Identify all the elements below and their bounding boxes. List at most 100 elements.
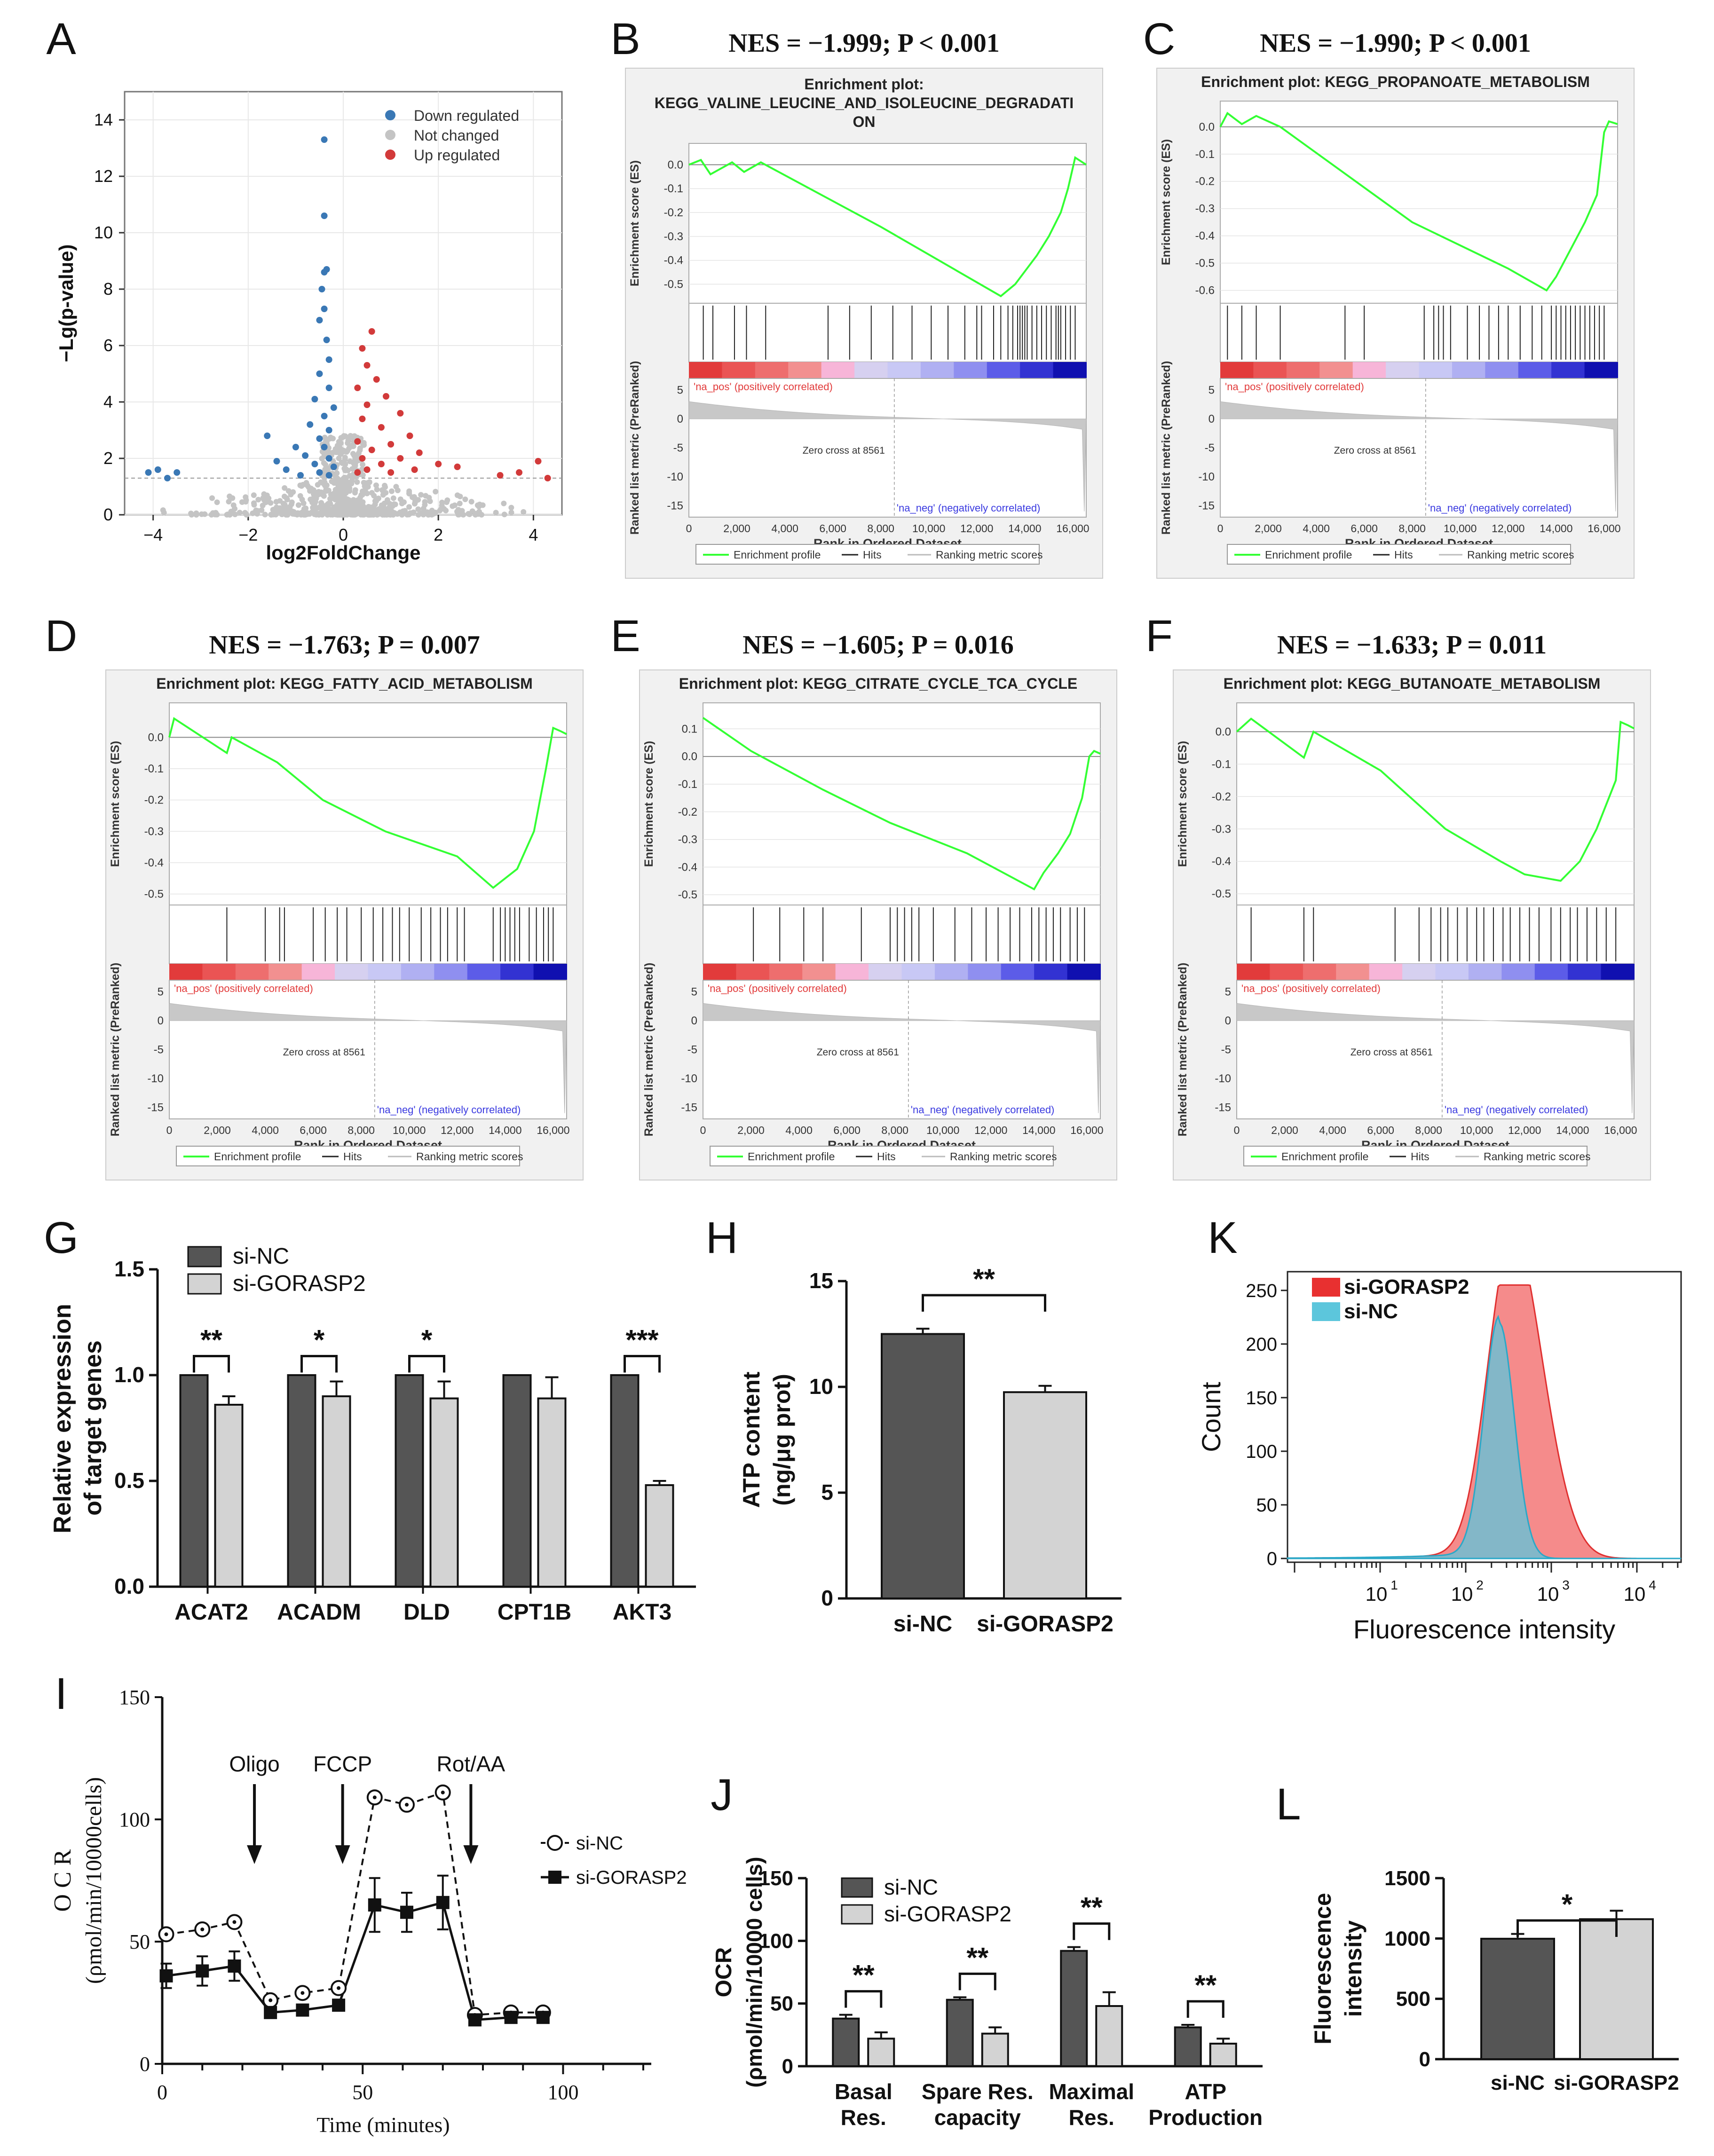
- category-label: Maximal: [1049, 2079, 1134, 2104]
- legend-label: si-NC: [233, 1244, 289, 1269]
- rank-axis-title: Ranked list metric (PreRanked): [1160, 361, 1173, 535]
- down-point: [321, 136, 328, 143]
- line-si-GORASP2: [166, 1901, 543, 2022]
- legend-label: si-NC: [1344, 1300, 1398, 1323]
- y-tick-label: 200: [1246, 1334, 1277, 1355]
- rank-colorbar-segment: [1534, 964, 1569, 980]
- y-tick-label: 0: [1419, 2048, 1430, 2071]
- up-point: [363, 362, 371, 369]
- x-tick-label: 0: [157, 2081, 167, 2104]
- category-label: Spare Res.: [922, 2079, 1034, 2104]
- down-point: [325, 455, 332, 462]
- up-point: [382, 393, 389, 400]
- rank-colorbar-segment: [968, 964, 1002, 980]
- notchanged-point: [334, 492, 340, 498]
- rank-colorbar-segment: [1020, 362, 1054, 378]
- es-tick-label: 0.0: [1199, 121, 1215, 134]
- notchanged-point: [277, 505, 283, 511]
- gsea-legend-box: [176, 1146, 520, 1166]
- point-si-NC-center: [337, 1986, 341, 1990]
- notchanged-point: [343, 466, 349, 472]
- legend-marker: [385, 130, 395, 140]
- panel-letter-K: K: [1208, 1213, 1237, 1263]
- notchanged-point: [237, 510, 243, 516]
- notchanged-point: [295, 502, 301, 508]
- significance-label: **: [973, 1263, 995, 1295]
- down-point: [264, 433, 271, 439]
- enrichment-profile-line: [168, 717, 567, 889]
- down-point: [330, 404, 337, 411]
- notchanged-point: [342, 456, 348, 463]
- es-tick-label: -0.3: [1195, 203, 1215, 215]
- es-tick-label: -0.1: [1212, 758, 1231, 771]
- notchanged-point: [341, 448, 348, 454]
- down-point: [154, 466, 161, 473]
- legend-swatch-si-GORASP2: [841, 1904, 873, 1925]
- up-point: [406, 433, 413, 439]
- notchanged-point: [402, 509, 408, 515]
- notchanged-point: [351, 452, 357, 458]
- up-point: [387, 469, 395, 476]
- rank-colorbar-segment: [235, 964, 269, 980]
- point-si-NC-center: [300, 1991, 305, 1995]
- y-tick-label: 1500: [1384, 1867, 1430, 1890]
- y-axis-title: of target genes: [79, 1340, 107, 1516]
- rank-colorbar-segment: [1485, 362, 1519, 378]
- rank-tick-label: 5: [691, 986, 697, 999]
- y-tick-label: 1.0: [114, 1362, 144, 1387]
- rank-colorbar-segment: [202, 964, 236, 980]
- notchanged-point: [466, 511, 472, 517]
- rank-colorbar-segment: [301, 964, 336, 980]
- panel-letter-A: A: [46, 14, 76, 64]
- rank-x-tick-label: 0: [1217, 522, 1224, 535]
- notchanged-point: [255, 496, 261, 503]
- y-tick-label: 250: [1246, 1281, 1277, 1301]
- rank-x-tick-label: 2,000: [204, 1124, 231, 1136]
- rank-colorbar-segment: [887, 362, 921, 378]
- rank-colorbar-segment: [269, 964, 302, 980]
- rank-tick-label: -15: [1215, 1101, 1231, 1114]
- y-tick-label: 5: [821, 1480, 833, 1504]
- notchanged-point: [460, 511, 466, 518]
- legend-label: Enrichment profile: [1265, 549, 1352, 561]
- rank-colorbar-segment: [1386, 362, 1420, 378]
- point-si-NC-center: [405, 1802, 409, 1807]
- down-point: [325, 472, 332, 479]
- notchanged-point: [303, 480, 309, 486]
- es-plot-area: [703, 702, 1101, 905]
- notchanged-point: [390, 510, 396, 516]
- bar-si-NC: [1060, 1950, 1088, 2067]
- hits-area: [703, 905, 1101, 964]
- notchanged-point: [311, 511, 317, 517]
- point-si-GORASP2: [368, 1898, 381, 1912]
- y-axis-title: (ng/μg prot): [769, 1374, 795, 1506]
- rank-tick-label: -10: [667, 471, 683, 483]
- notchanged-point: [317, 479, 324, 485]
- significance-bracket: [922, 1294, 1046, 1312]
- rank-plot-area: [703, 980, 1101, 1119]
- rank-x-tick-label: 8,000: [867, 522, 894, 535]
- ranking-metric-area: [169, 1003, 567, 1113]
- notchanged-point: [353, 501, 359, 507]
- legend-swatch-si-GORASP2: [1312, 1278, 1340, 1297]
- zero-cross-label: Zero cross at 8561: [803, 445, 885, 456]
- hits-area: [1236, 905, 1635, 964]
- notchanged-point: [327, 436, 333, 442]
- down-point: [321, 444, 328, 450]
- significance-bracket: [193, 1355, 230, 1373]
- bar-si-GORASP2: [429, 1397, 459, 1588]
- up-point: [397, 410, 404, 417]
- panel-letter-J: J: [711, 1770, 733, 1820]
- y-tick-label: 50: [770, 1992, 793, 2015]
- rank-tick-label: -5: [154, 1044, 164, 1056]
- hits-area: [688, 303, 1087, 362]
- notchanged-point: [251, 502, 257, 508]
- injection-label: Rot/AA: [437, 1752, 506, 1776]
- rank-tick-label: -5: [673, 442, 683, 455]
- significance-bracket: [624, 1355, 661, 1373]
- bar-si-NC: [946, 1999, 974, 2067]
- category-label: AKT3: [613, 1600, 671, 1625]
- injection-arrow-head: [463, 1845, 479, 1864]
- notchanged-point: [334, 470, 340, 476]
